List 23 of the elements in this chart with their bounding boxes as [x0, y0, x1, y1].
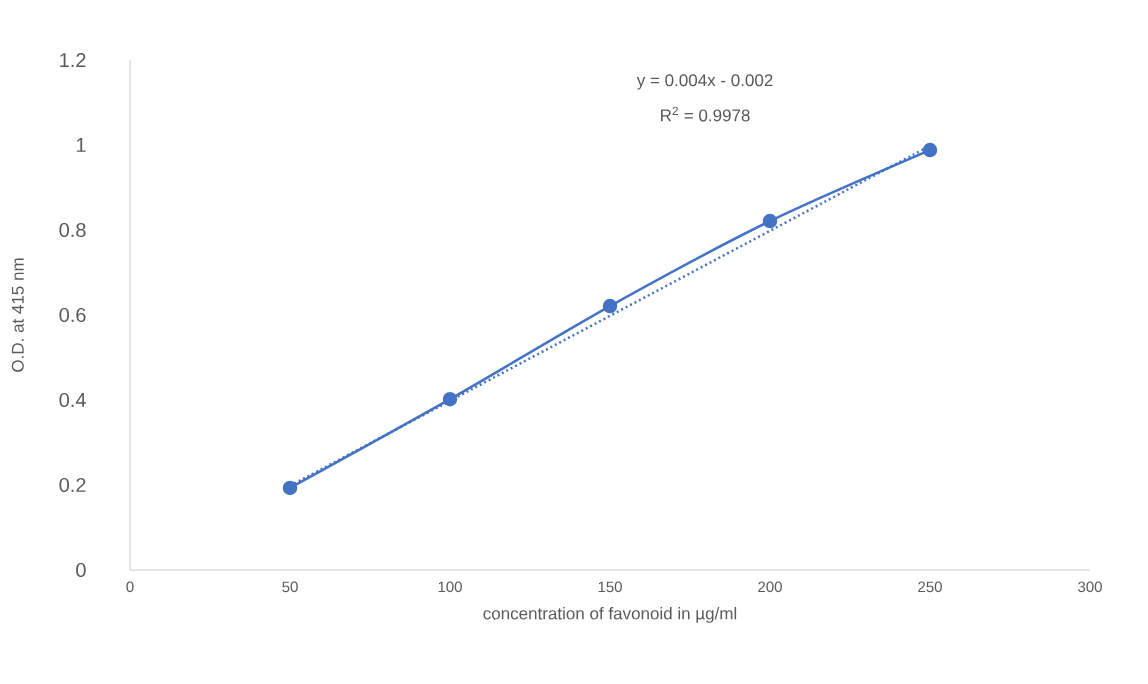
point	[282, 480, 298, 496]
y-tick-label: 0.4	[59, 392, 86, 408]
point	[762, 213, 778, 229]
y-tick-label: 0	[76, 562, 86, 578]
y-axis-title: O.D. at 415 nm	[11, 258, 24, 372]
x-tick-label: 50	[282, 581, 298, 593]
y-tick-label: 1.2	[60, 53, 86, 67]
annotation: y = 0.004x - 0.002	[636, 74, 773, 90]
y-tick-label: 1	[76, 138, 86, 152]
annotation: R$^{2}$ = 0.9978	[661, 106, 750, 122]
point	[602, 298, 618, 314]
x-tick-label: 250	[918, 581, 942, 593]
y-tick-label: 0.2	[59, 477, 86, 493]
x-tick-label: 150	[598, 581, 622, 593]
x-tick-label: 200	[758, 581, 782, 593]
x-axis-title: concentration of favonoid in µg/ml	[483, 607, 737, 623]
x-tick-label: 0	[126, 581, 134, 593]
y-tick-label: 0.8	[59, 222, 86, 238]
point	[442, 391, 458, 407]
x-tick-label: 300	[1078, 581, 1102, 593]
y-tick-label: 0.6	[59, 307, 86, 323]
x-tick-label: 100	[438, 581, 462, 593]
point	[922, 142, 938, 158]
